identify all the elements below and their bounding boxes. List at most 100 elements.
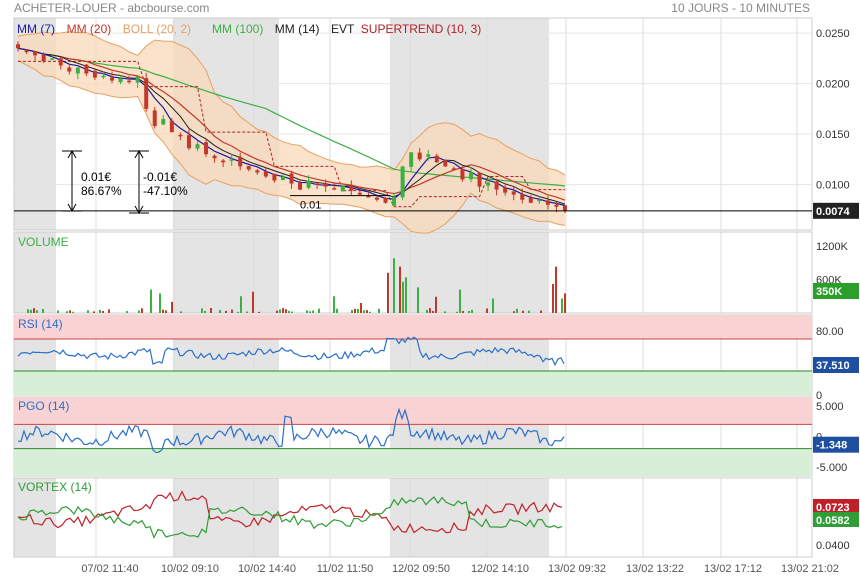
candle-body [263,171,268,177]
pgo-line [17,407,565,454]
candle-body [528,197,533,203]
volume-bar [471,309,473,313]
panel-frame-vortex [13,477,813,558]
candle-body [238,157,243,167]
candle-body [511,191,516,195]
candle-body [486,182,491,186]
volume-bar [462,310,464,313]
volume-bar [564,293,566,313]
volume-bar [150,289,152,313]
volume-bar [102,310,104,313]
volume-bar [246,311,248,313]
volume-title: VOLUME [18,235,69,249]
candle-body [563,205,567,211]
volume-bar [522,310,524,313]
vortex-plus-badge-text: 0.0582 [816,515,850,527]
volume-bar [99,309,101,313]
candle-body [468,172,473,180]
volume-bar [138,310,140,313]
candle-body [152,110,157,127]
price-tick-label: 0.0200 [816,79,850,91]
candle-body [84,64,89,74]
rsi-line [17,336,565,367]
volume-bar [354,308,356,313]
volume-bar [357,309,359,313]
volume-bar [513,311,515,313]
rsi-last-badge [813,356,859,373]
legend-item-2: BOLL (20, 2) [123,22,191,36]
loss-value: -0.01€ [143,170,177,184]
volume-bar [405,277,407,313]
candle-body [315,183,320,185]
vortex-plus-line [17,496,563,539]
volume-bar [468,310,470,313]
candle-body [178,134,183,137]
last-price-badge-text: 0.0074 [816,206,851,218]
volume-bar [240,296,242,313]
candle-body [229,159,234,161]
volume-bar [69,310,71,313]
volume-bar [57,310,59,313]
volume-bar [432,310,434,313]
volume-bar [72,311,74,313]
candle-body [33,51,38,56]
candle-body [332,188,337,190]
candle-body [477,172,482,187]
bollinger-lower-line [17,59,566,234]
legend-item-5: EVT [331,22,355,36]
volume-bar [201,308,203,313]
candle-body [434,155,439,163]
volume-bar [93,311,95,313]
candle-body [349,185,354,191]
vortex-tick-label: 0.0400 [816,540,850,552]
candle-body [306,180,311,188]
volume-bar [306,310,308,313]
volume-bar [210,308,212,313]
candle-body [144,78,149,109]
volume-bar [291,311,293,313]
volume-bar [27,309,29,313]
volume-bar [366,310,368,313]
volume-bar [279,309,281,313]
pgo-tick-label: -5.000 [816,462,847,474]
candle-body [212,155,217,159]
rsi-tick-label: 0 [816,390,822,402]
volume-bar [492,298,494,313]
session-shade-volume-1 [173,232,279,313]
candle-body [204,142,209,155]
volume-bar [276,310,278,313]
level-label: 0.01 [300,200,321,212]
volume-bar [552,283,554,313]
volume-bar [237,311,239,313]
volume-bar [399,266,401,313]
gain-pct: 86.67% [81,184,122,198]
candle-body [443,160,448,167]
bollinger-band-fill [18,31,565,234]
candle-body [186,135,191,149]
volume-bar [486,308,488,313]
volume-bar [258,311,260,313]
chart-title: ACHETER-LOUER - abcbourse.com [14,1,210,15]
mm100-line [17,47,566,187]
volume-bar [333,296,335,313]
volume-bar [351,309,353,313]
volume-bar [426,309,428,313]
chart-period: 10 JOURS - 10 MINUTES [671,1,810,15]
volume-bar [42,308,44,313]
candle-body [409,152,414,167]
candle-body [24,50,29,53]
volume-bar [30,309,32,313]
candle-body [494,181,499,190]
volume-bar [165,310,167,313]
pgo-tick-label: 5.000 [816,401,844,413]
candle-body [460,168,465,180]
volume-bar [387,272,389,313]
volume-bar [444,311,446,313]
candle-body [451,168,456,170]
x-tick-label: 12/02 14:10 [471,563,529,575]
candle-body [75,67,80,74]
volume-bar [336,308,338,313]
pgo-upper-band [14,397,812,425]
vortex-minus-line [17,490,563,534]
rsi-last-badge-text: 37.510 [816,360,850,372]
